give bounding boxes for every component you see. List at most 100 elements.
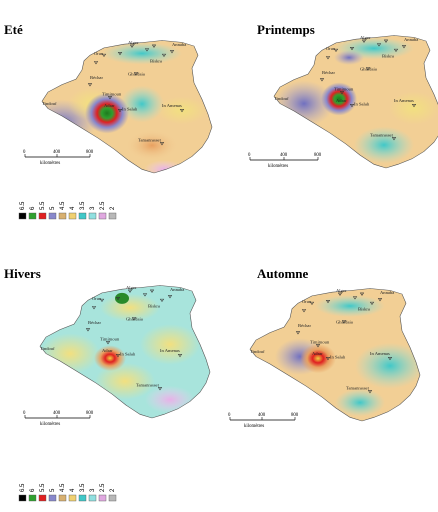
svg-text:800: 800 xyxy=(291,413,299,418)
svg-text:Annaba: Annaba xyxy=(170,287,184,292)
svg-text:400: 400 xyxy=(258,413,266,418)
svg-text:Adrar: Adrar xyxy=(102,348,113,353)
place-alger: Alger xyxy=(128,40,139,45)
svg-text:Ghardaia: Ghardaia xyxy=(126,317,143,322)
legend-value-top-5: 4 xyxy=(70,206,76,210)
svg-text:Tindouf: Tindouf xyxy=(40,346,55,351)
panel-title-hivers: Hivers xyxy=(4,266,41,281)
svg-text:Timimoun: Timimoun xyxy=(334,87,354,92)
legend-value-top-4: 4.5 xyxy=(60,201,66,210)
svg-text:Tindouf: Tindouf xyxy=(250,349,265,354)
svg-text:kilomètres: kilomètres xyxy=(268,164,288,169)
scale-bar-hivers: 0 400 800 kilomètres xyxy=(23,411,94,427)
place-bechar: Béchar xyxy=(90,75,104,80)
scale-bar-ete: 0 400 800 kilomètres xyxy=(23,150,94,166)
legend-value-bottom-4: 4.5 xyxy=(60,483,66,492)
legend-value-bottom-8: 2.5 xyxy=(100,483,106,492)
legend-value-bottom-3: 5 xyxy=(50,488,56,492)
svg-text:Biskra: Biskra xyxy=(358,307,370,312)
svg-text:Tindouf: Tindouf xyxy=(274,96,289,101)
legend-swatch-top-1 xyxy=(28,212,37,220)
svg-text:Tamanrasset: Tamanrasset xyxy=(346,386,370,391)
legend-swatch-top-9 xyxy=(108,212,117,220)
legend-swatch-top-3 xyxy=(48,212,57,220)
legend-bottom: 6.5 6 5.5 5 4.5 4 3.5 3 2.5 2 xyxy=(18,483,117,502)
svg-text:Timimoun: Timimoun xyxy=(100,337,120,342)
legend-top: 6.5 6 5.5 5 4.5 4 3.5 3 2.5 2 xyxy=(18,201,117,220)
legend-swatch-top-6 xyxy=(78,212,87,220)
panel-title-automne: Automne xyxy=(257,266,309,281)
legend-swatch-top-4 xyxy=(58,212,67,220)
svg-text:0: 0 xyxy=(23,150,26,155)
legend-swatch-bottom-5 xyxy=(68,494,77,502)
legend-value-bottom-6: 3.5 xyxy=(80,483,86,492)
svg-text:In Salah: In Salah xyxy=(354,102,370,107)
svg-text:In Salah: In Salah xyxy=(120,352,136,357)
svg-text:Béchar: Béchar xyxy=(88,320,102,325)
legend-swatch-top-5 xyxy=(68,212,77,220)
svg-text:400: 400 xyxy=(53,150,61,155)
svg-text:800: 800 xyxy=(314,153,322,158)
legend-swatch-bottom-4 xyxy=(58,494,67,502)
legend-value-bottom-2: 5.5 xyxy=(40,483,46,492)
map-hivers: Alger Oran Biskra Ghardaia Béchar Timimo… xyxy=(39,285,211,419)
svg-text:Ghardaia: Ghardaia xyxy=(336,320,353,325)
svg-text:Biskra: Biskra xyxy=(382,54,394,59)
legend-value-top-9: 2 xyxy=(110,206,116,210)
svg-text:kilomètres: kilomètres xyxy=(40,422,60,427)
legend-value-top-0: 6.5 xyxy=(20,201,26,210)
legend-swatch-bottom-2 xyxy=(38,494,47,502)
svg-text:Timimoun: Timimoun xyxy=(310,340,330,345)
svg-text:In Amenas: In Amenas xyxy=(370,351,390,356)
svg-text:400: 400 xyxy=(53,411,61,416)
legend-swatch-bottom-3 xyxy=(48,494,57,502)
legend-value-top-7: 3 xyxy=(90,206,96,210)
place-oran: Oran xyxy=(94,51,104,56)
legend-swatch-bottom-7 xyxy=(88,494,97,502)
svg-text:0: 0 xyxy=(228,413,231,418)
legend-swatch-bottom-1 xyxy=(28,494,37,502)
svg-text:Ghardaia: Ghardaia xyxy=(360,67,377,72)
place-tamanrasset: Tamanrasset xyxy=(138,138,162,143)
legend-swatch-bottom-8 xyxy=(98,494,107,502)
legend-swatch-top-2 xyxy=(38,212,47,220)
svg-text:Alger: Alger xyxy=(336,288,347,293)
svg-text:Oran: Oran xyxy=(92,296,102,301)
legend-swatch-bottom-6 xyxy=(78,494,87,502)
svg-text:Oran: Oran xyxy=(302,299,312,304)
legend-swatch-bottom-0 xyxy=(18,494,27,502)
legend-value-top-8: 2.5 xyxy=(100,201,106,210)
svg-text:In Salah: In Salah xyxy=(330,355,346,360)
place-tindouf: Tindouf xyxy=(42,101,57,106)
place-annaba: Annaba xyxy=(172,42,186,47)
scale-bar-printemps: 0 400 800 kilomètres xyxy=(248,153,322,169)
svg-text:Annaba: Annaba xyxy=(380,290,394,295)
place-timimoun: Timimoun xyxy=(102,92,122,97)
svg-text:Tamanrasset: Tamanrasset xyxy=(370,133,394,138)
svg-text:0: 0 xyxy=(248,153,251,158)
svg-text:400: 400 xyxy=(280,153,288,158)
map-automne: Alger Oran Biskra Ghardaia Béchar Timimo… xyxy=(249,288,421,422)
svg-text:kilomètres: kilomètres xyxy=(40,161,60,166)
legend-swatch-top-7 xyxy=(88,212,97,220)
scale-bar-automne: 0 400 800 kilomètres xyxy=(228,413,299,429)
legend-value-top-6: 3.5 xyxy=(80,201,86,210)
panel-title-ete: Eté xyxy=(4,22,23,37)
svg-text:0: 0 xyxy=(23,411,26,416)
legend-swatch-top-0 xyxy=(18,212,27,220)
place-biskra: Biskra xyxy=(150,59,162,64)
legend-value-bottom-5: 4 xyxy=(70,488,76,492)
svg-text:In Amenas: In Amenas xyxy=(160,348,180,353)
legend-value-bottom-7: 3 xyxy=(90,488,96,492)
legend-value-top-3: 5 xyxy=(50,206,56,210)
svg-text:800: 800 xyxy=(86,411,94,416)
svg-text:kilomètres: kilomètres xyxy=(244,424,264,429)
svg-text:Alger: Alger xyxy=(360,35,371,40)
svg-text:Adrar: Adrar xyxy=(312,351,323,356)
place-in-salah: In Salah xyxy=(122,107,138,112)
legend-swatch-bottom-9 xyxy=(108,494,117,502)
svg-text:Béchar: Béchar xyxy=(298,323,312,328)
svg-text:In Amenas: In Amenas xyxy=(394,98,414,103)
svg-text:Annaba: Annaba xyxy=(404,37,418,42)
